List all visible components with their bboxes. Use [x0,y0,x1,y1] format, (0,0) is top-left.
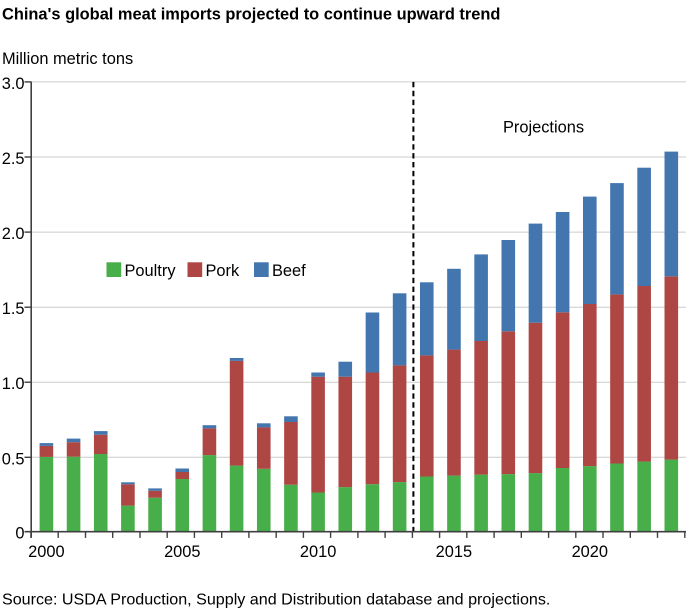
svg-text:1.5: 1.5 [2,300,25,318]
svg-text:2020: 2020 [572,543,608,561]
svg-text:Million metric tons: Million metric tons [2,50,133,68]
svg-text:2000: 2000 [28,543,64,561]
svg-text:Beef: Beef [272,262,306,280]
svg-text:2005: 2005 [164,543,200,561]
svg-text:Pork: Pork [206,262,241,280]
svg-text:2010: 2010 [300,543,336,561]
svg-text:2.5: 2.5 [2,150,25,168]
svg-text:0.5: 0.5 [2,450,25,468]
svg-text:Projections: Projections [503,119,584,137]
svg-text:Source: USDA Production, Suppl: Source: USDA Production, Supply and Dist… [2,591,550,609]
svg-text:Poultry: Poultry [125,262,177,280]
svg-text:1.0: 1.0 [2,375,25,393]
svg-text:0: 0 [15,525,24,543]
svg-text:3.0: 3.0 [2,75,25,93]
svg-text:2015: 2015 [436,543,472,561]
svg-text:2.0: 2.0 [2,225,25,243]
svg-text:China's global meat imports pr: China's global meat imports projected to… [2,6,500,24]
